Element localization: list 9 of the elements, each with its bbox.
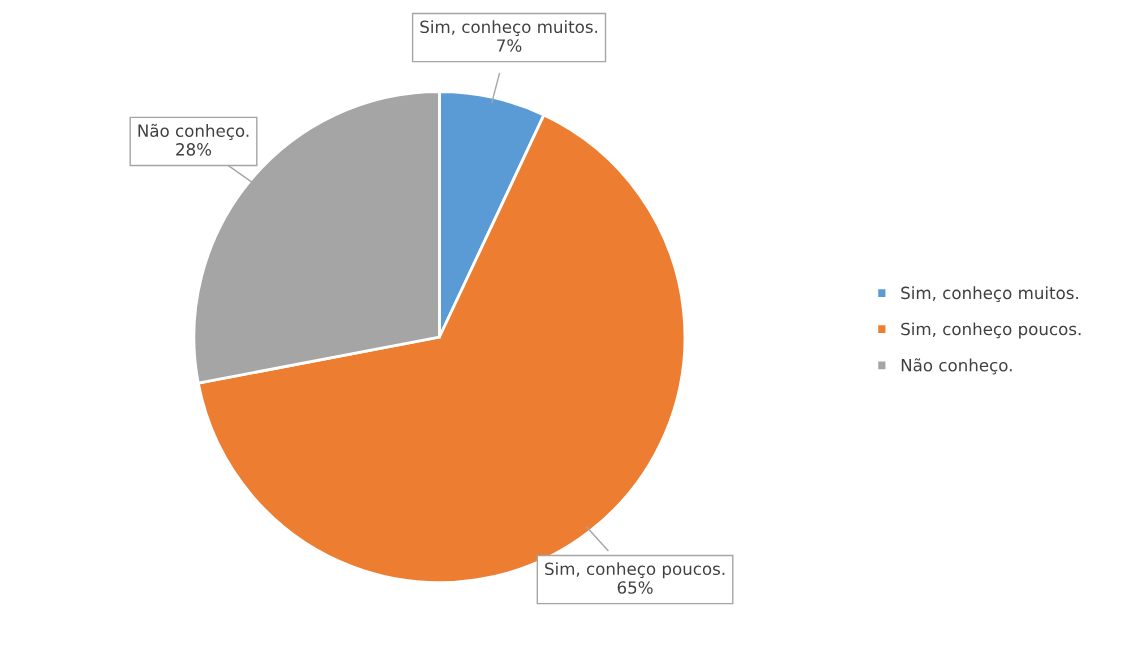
legend-label: Sim, conheço poucos. [901,322,1081,339]
slice-label: Sim, conheço muitos. [420,20,598,37]
slice-label: Sim, conheço poucos. [545,562,725,579]
data-label: 28% [176,143,212,156]
legend-label: Não conheço. [901,358,1012,375]
slice-label: Não conheço. [138,123,249,140]
data-label: 7% [497,39,522,52]
data-label: 65% [617,581,653,594]
legend-label: Sim, conheço muitos. [901,286,1078,303]
